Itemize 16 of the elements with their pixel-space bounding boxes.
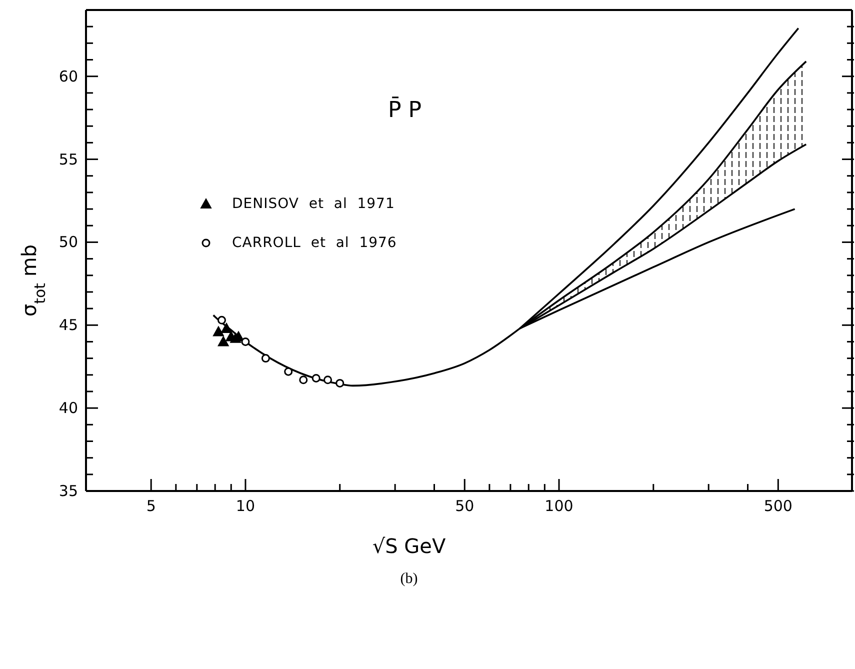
y-tick-label: 60 [58, 67, 78, 86]
x-axis-title: √S GeV [372, 534, 446, 558]
x-tick-label: 5 [146, 497, 156, 515]
x-tick-label: 50 [455, 497, 474, 515]
x-tick-label: 100 [544, 497, 574, 515]
y-tick-label: 40 [58, 399, 78, 418]
y-tick-label: 55 [58, 150, 78, 168]
y-tick-label: 35 [58, 482, 78, 500]
annotation: P̄ P [388, 98, 422, 123]
legend-label: DENISOV et al 1971 [232, 196, 395, 212]
y-tick-label: 50 [58, 233, 78, 252]
legend-label: CARROLL et al 1976 [232, 234, 397, 250]
text: (b) [400, 571, 418, 587]
y-tick-label: 45 [58, 316, 78, 334]
x-tick-label: 10 [236, 497, 256, 515]
x-tick-label: 500 [764, 497, 792, 515]
